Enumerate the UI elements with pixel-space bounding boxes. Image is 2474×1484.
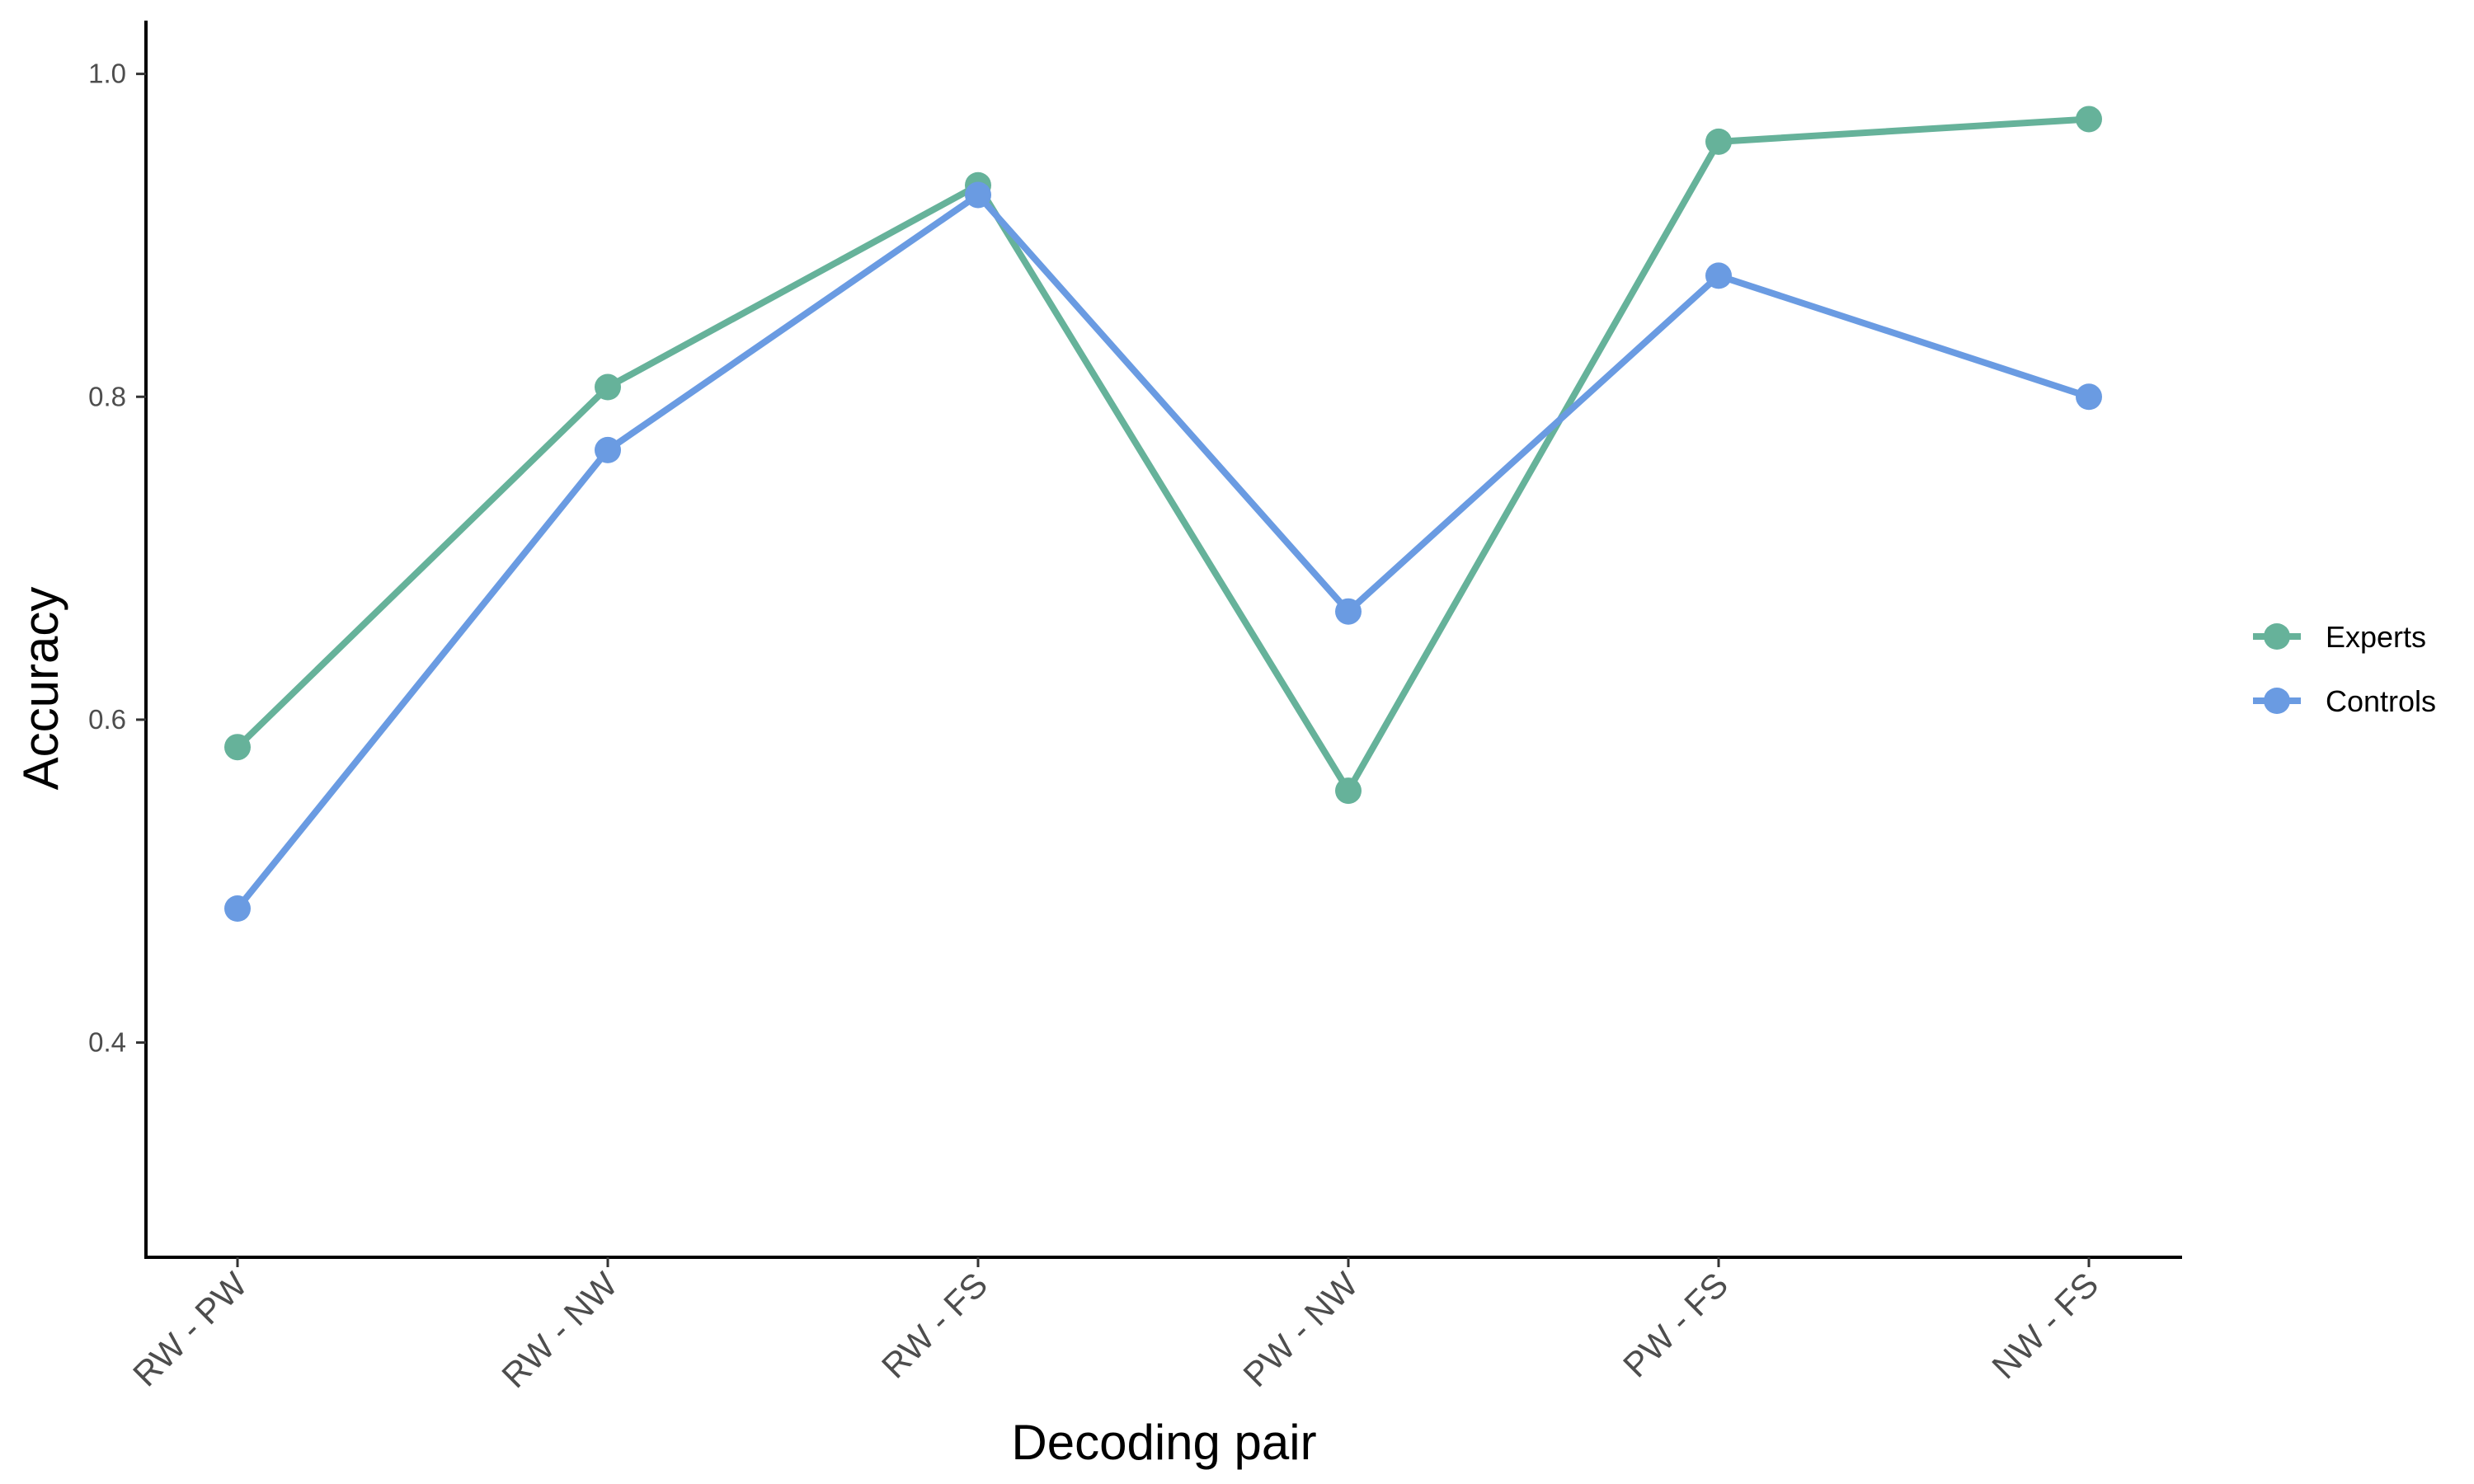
x-axis-title: Decoding pair [1011, 1415, 1316, 1470]
y-tick-label: 0.4 [88, 1027, 126, 1058]
x-tick-label: NW - FS [1984, 1265, 2105, 1386]
data-point [595, 373, 621, 401]
series-experts [224, 106, 2102, 805]
x-tick-label: PW - FS [1616, 1265, 1735, 1384]
x-tick-label: RW - PW [125, 1265, 255, 1394]
legend-label: Controls [2326, 684, 2436, 718]
data-point [2076, 383, 2102, 411]
series-controls [224, 181, 2102, 923]
legend-label: Experts [2326, 620, 2426, 654]
plot-area [224, 106, 2102, 923]
data-point [1335, 598, 1362, 625]
data-point [1705, 262, 1732, 289]
data-point [1335, 777, 1362, 805]
y-tick-label: 0.8 [88, 381, 126, 411]
data-point [595, 436, 621, 463]
axes: 0.4 0.6 0.8 1.0 RW - PW RW - NW RW - FS PW - N… [13, 21, 2182, 1470]
y-axis-title: Accuracy [13, 587, 68, 791]
y-axis-ticks: 0.4 0.6 0.8 1.0 [88, 59, 146, 1058]
data-point [965, 181, 991, 209]
legend-swatch-point [2264, 623, 2290, 650]
x-tick-label: PW - NW [1235, 1265, 1365, 1394]
legend-item: Experts [2253, 620, 2426, 654]
data-point [224, 895, 251, 923]
x-tick-label: RW - FS [874, 1265, 995, 1386]
data-point [2076, 106, 2102, 133]
series-line [234, 115, 2092, 795]
series-line [234, 191, 2092, 913]
y-tick-label: 0.6 [88, 704, 126, 735]
legend-swatch-point [2264, 688, 2290, 714]
legend-item: Controls [2253, 684, 2436, 718]
x-axis-ticks: RW - PW RW - NW RW - FS PW - NW PW - FS NW - … [125, 1257, 2105, 1395]
x-tick-label: RW - NW [494, 1265, 624, 1395]
legend: Experts Controls [2253, 620, 2436, 718]
y-tick-label: 1.0 [88, 59, 126, 89]
data-point [1705, 128, 1732, 155]
data-point [224, 734, 251, 761]
